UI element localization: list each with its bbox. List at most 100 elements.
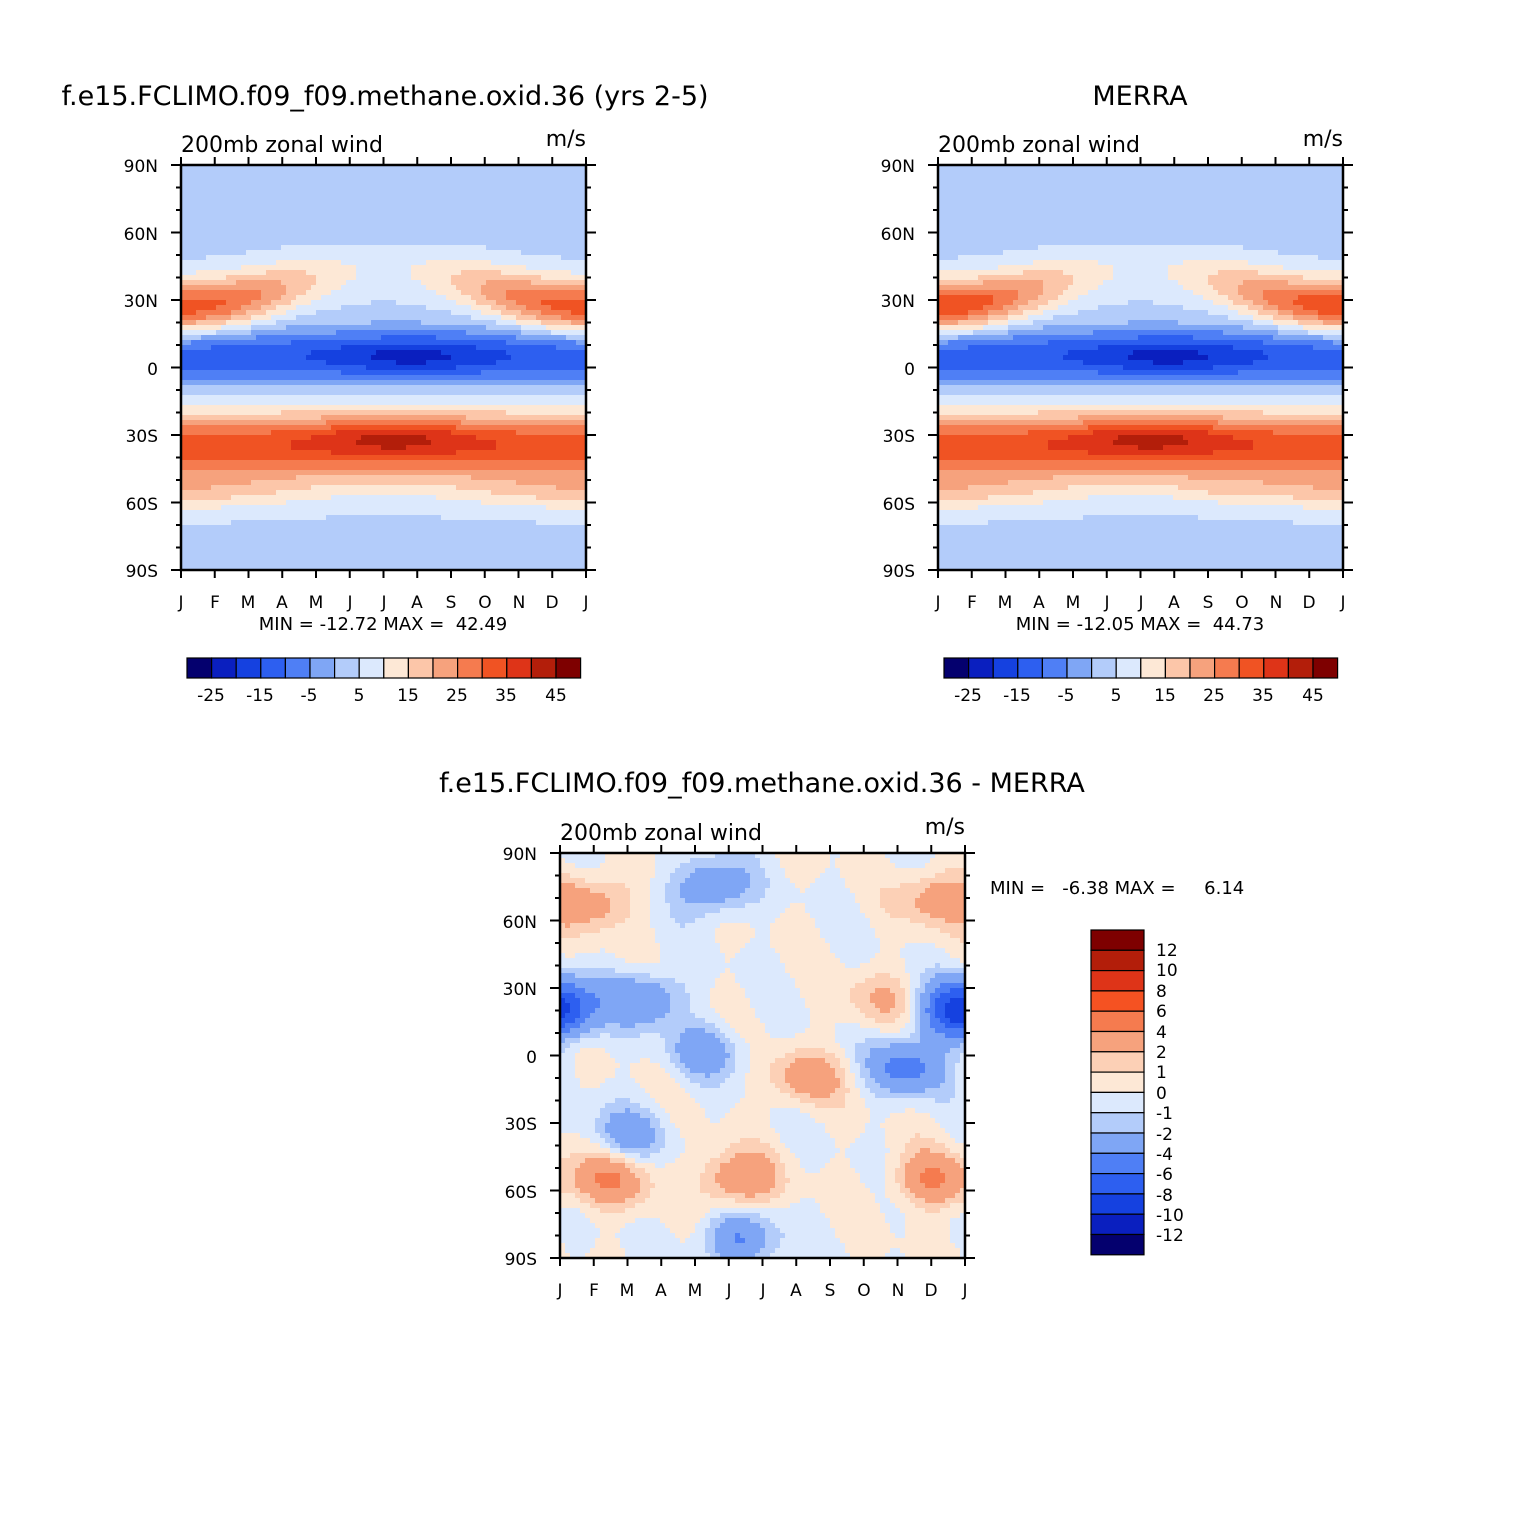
contour-band bbox=[560, 1103, 606, 1109]
contour-band bbox=[181, 320, 197, 326]
contour-band bbox=[1103, 280, 1179, 286]
contour-band bbox=[770, 928, 821, 934]
contour-band bbox=[1008, 325, 1044, 331]
contour-band bbox=[565, 998, 581, 1004]
contour-band bbox=[855, 1073, 861, 1079]
contour-band bbox=[890, 1113, 931, 1119]
contour-band bbox=[895, 1178, 906, 1184]
contour-band bbox=[795, 1033, 836, 1039]
contour-band bbox=[938, 365, 1124, 371]
contour-band bbox=[885, 1218, 906, 1224]
contour-band bbox=[950, 1018, 965, 1024]
contour-band bbox=[695, 1098, 741, 1104]
contour-band bbox=[930, 998, 936, 1004]
contour-band bbox=[650, 1193, 711, 1199]
contour-band bbox=[181, 375, 586, 381]
contour-band bbox=[860, 1008, 881, 1014]
contour-band bbox=[745, 1088, 781, 1094]
contour-band bbox=[316, 275, 357, 281]
contour-band bbox=[585, 1253, 626, 1258]
contour-band bbox=[765, 1243, 781, 1249]
contour-band bbox=[506, 410, 586, 416]
contour-band bbox=[565, 1023, 581, 1029]
contour-band bbox=[600, 1183, 621, 1189]
contour-band bbox=[286, 325, 487, 331]
contour-band bbox=[945, 1068, 956, 1074]
colorbar-box bbox=[1238, 657, 1265, 679]
y-tick-label: 30N bbox=[881, 292, 915, 312]
contour-band bbox=[780, 1138, 836, 1144]
contour-band bbox=[615, 1068, 631, 1074]
contour-band bbox=[870, 1053, 946, 1059]
contour-band bbox=[925, 968, 965, 974]
contour-band bbox=[600, 1233, 616, 1239]
contour-band bbox=[920, 1148, 931, 1154]
contour-band bbox=[938, 300, 994, 306]
contour-band bbox=[1283, 265, 1343, 271]
contour-band bbox=[605, 1123, 651, 1129]
contour-band bbox=[685, 1138, 741, 1144]
contour-band bbox=[600, 1033, 611, 1039]
contour-band bbox=[281, 280, 317, 286]
contour-band bbox=[571, 270, 586, 276]
contour-band bbox=[725, 1048, 736, 1054]
contour-band bbox=[765, 1028, 806, 1034]
contour-band bbox=[655, 1128, 666, 1134]
contour-band bbox=[785, 963, 846, 969]
contour-band bbox=[745, 1193, 756, 1199]
contour-band bbox=[181, 275, 227, 281]
contour-band bbox=[730, 1053, 736, 1059]
contour-band bbox=[620, 1063, 631, 1069]
contour-band bbox=[1083, 360, 1154, 366]
contour-band bbox=[938, 400, 1343, 406]
contour-band bbox=[650, 973, 721, 979]
contour-band bbox=[755, 1008, 811, 1014]
contour-band bbox=[745, 1093, 791, 1099]
contour-band bbox=[938, 450, 1089, 456]
contour-band bbox=[286, 500, 482, 506]
contour-band bbox=[955, 1068, 965, 1074]
contour-band bbox=[1068, 350, 1134, 356]
contour-band bbox=[938, 460, 1343, 466]
contour-band bbox=[810, 1113, 871, 1119]
panel-left-label: 200mb zonal wind bbox=[181, 133, 383, 158]
contour-band bbox=[885, 1158, 901, 1164]
contour-band bbox=[840, 853, 886, 859]
contour-band bbox=[650, 1153, 681, 1159]
contour-band bbox=[850, 888, 881, 894]
colorbar-box bbox=[383, 657, 409, 679]
contour-band bbox=[181, 470, 586, 476]
contour-band bbox=[805, 1028, 836, 1034]
x-tick-label: S bbox=[1203, 593, 1214, 613]
contour-band bbox=[695, 1013, 721, 1019]
contour-band bbox=[560, 1048, 566, 1054]
panel-units: m/s bbox=[1303, 127, 1343, 152]
contour-band bbox=[835, 1023, 861, 1029]
contour-band bbox=[1193, 290, 1219, 296]
contour-band bbox=[865, 1103, 965, 1109]
contour-band bbox=[1178, 280, 1209, 286]
contour-band bbox=[865, 1098, 936, 1104]
colorbar-box bbox=[1189, 657, 1216, 679]
contour-band bbox=[705, 1238, 716, 1244]
contour-band bbox=[431, 440, 497, 446]
contour-band bbox=[560, 913, 606, 919]
contour-band bbox=[910, 1033, 921, 1039]
contour-band bbox=[1063, 270, 1114, 276]
panel-model: f.e15.FCLIMO.f09_f09.methane.oxid.36 (yr… bbox=[61, 81, 708, 706]
contour-band bbox=[650, 1143, 666, 1149]
contour-band bbox=[1268, 355, 1343, 361]
x-tick-label: O bbox=[478, 593, 491, 613]
contour-band bbox=[556, 345, 586, 351]
contour-band bbox=[1263, 410, 1343, 416]
contour-band bbox=[920, 1028, 936, 1034]
contour-band bbox=[973, 330, 1009, 336]
contour-band bbox=[920, 993, 931, 999]
y-tick-label: 90N bbox=[124, 157, 158, 177]
contour-band bbox=[605, 1023, 621, 1029]
contour-band bbox=[1028, 315, 1054, 321]
contour-band bbox=[925, 1208, 941, 1214]
contour-band bbox=[286, 290, 307, 296]
contour-band bbox=[790, 903, 806, 909]
contour-band bbox=[925, 1198, 946, 1204]
